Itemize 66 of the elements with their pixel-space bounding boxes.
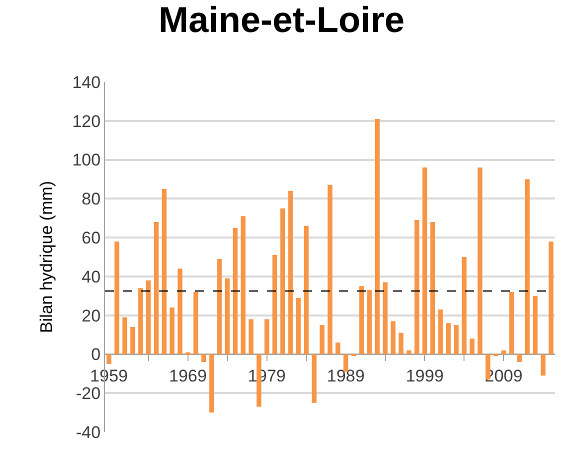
bar bbox=[130, 327, 135, 354]
bar bbox=[470, 338, 474, 354]
y-axis-title: Bilan hydrique (mm) bbox=[36, 180, 56, 334]
bar bbox=[359, 286, 364, 354]
x-tick-label: 1959 bbox=[90, 366, 128, 386]
bar bbox=[186, 352, 190, 355]
bar bbox=[201, 354, 206, 362]
y-tick-label: 140 bbox=[72, 72, 101, 92]
bar bbox=[438, 310, 443, 354]
bar bbox=[178, 268, 182, 354]
bar bbox=[225, 278, 230, 354]
y-tick-label: 20 bbox=[82, 306, 101, 326]
bar bbox=[532, 296, 538, 354]
bar bbox=[462, 257, 467, 354]
bar bbox=[280, 208, 285, 354]
x-tick-label: 1989 bbox=[326, 366, 365, 386]
bar bbox=[146, 280, 151, 354]
bar bbox=[272, 255, 278, 354]
bar bbox=[240, 216, 246, 354]
bar bbox=[454, 325, 459, 354]
bar bbox=[232, 228, 238, 354]
chart-title: Maine-et-Loire bbox=[158, 0, 405, 40]
bar bbox=[509, 292, 514, 354]
y-tick-label: -20 bbox=[76, 384, 101, 404]
bar bbox=[336, 342, 340, 354]
y-tick-label: 60 bbox=[82, 228, 101, 248]
bar bbox=[367, 290, 372, 354]
bar bbox=[446, 323, 451, 354]
bar bbox=[209, 354, 214, 413]
bar bbox=[548, 241, 554, 354]
bar bbox=[288, 190, 293, 354]
x-tick-label: 1969 bbox=[168, 366, 207, 386]
bar bbox=[430, 222, 435, 354]
bar bbox=[217, 258, 222, 354]
bar bbox=[406, 350, 412, 354]
bar bbox=[414, 220, 420, 354]
y-tick-label: 100 bbox=[72, 150, 101, 170]
bar bbox=[540, 354, 546, 376]
bar bbox=[525, 179, 530, 354]
bar bbox=[382, 282, 388, 354]
bar bbox=[170, 308, 174, 354]
bar bbox=[517, 354, 522, 362]
y-tick-label: 40 bbox=[82, 267, 101, 286]
y-tick-label: -40 bbox=[76, 422, 101, 442]
bar bbox=[320, 325, 324, 354]
bar bbox=[398, 332, 404, 354]
bar bbox=[422, 168, 428, 354]
y-tick-label: 120 bbox=[72, 112, 101, 131]
y-tick-label: 80 bbox=[82, 190, 101, 209]
bar bbox=[193, 292, 198, 354]
bar bbox=[154, 222, 159, 354]
bar bbox=[375, 118, 380, 354]
bar bbox=[162, 188, 167, 354]
bar bbox=[264, 319, 270, 354]
bar bbox=[478, 168, 482, 354]
bar bbox=[296, 298, 301, 354]
bar bbox=[122, 317, 128, 354]
bar bbox=[312, 354, 317, 403]
bar bbox=[114, 241, 120, 354]
bar bbox=[390, 321, 396, 354]
bar bbox=[138, 288, 143, 354]
y-tick-label: 0 bbox=[91, 345, 101, 364]
bar bbox=[248, 319, 254, 354]
bar bbox=[304, 226, 309, 354]
bar bbox=[328, 185, 332, 354]
x-tick-label: 1999 bbox=[406, 366, 444, 386]
